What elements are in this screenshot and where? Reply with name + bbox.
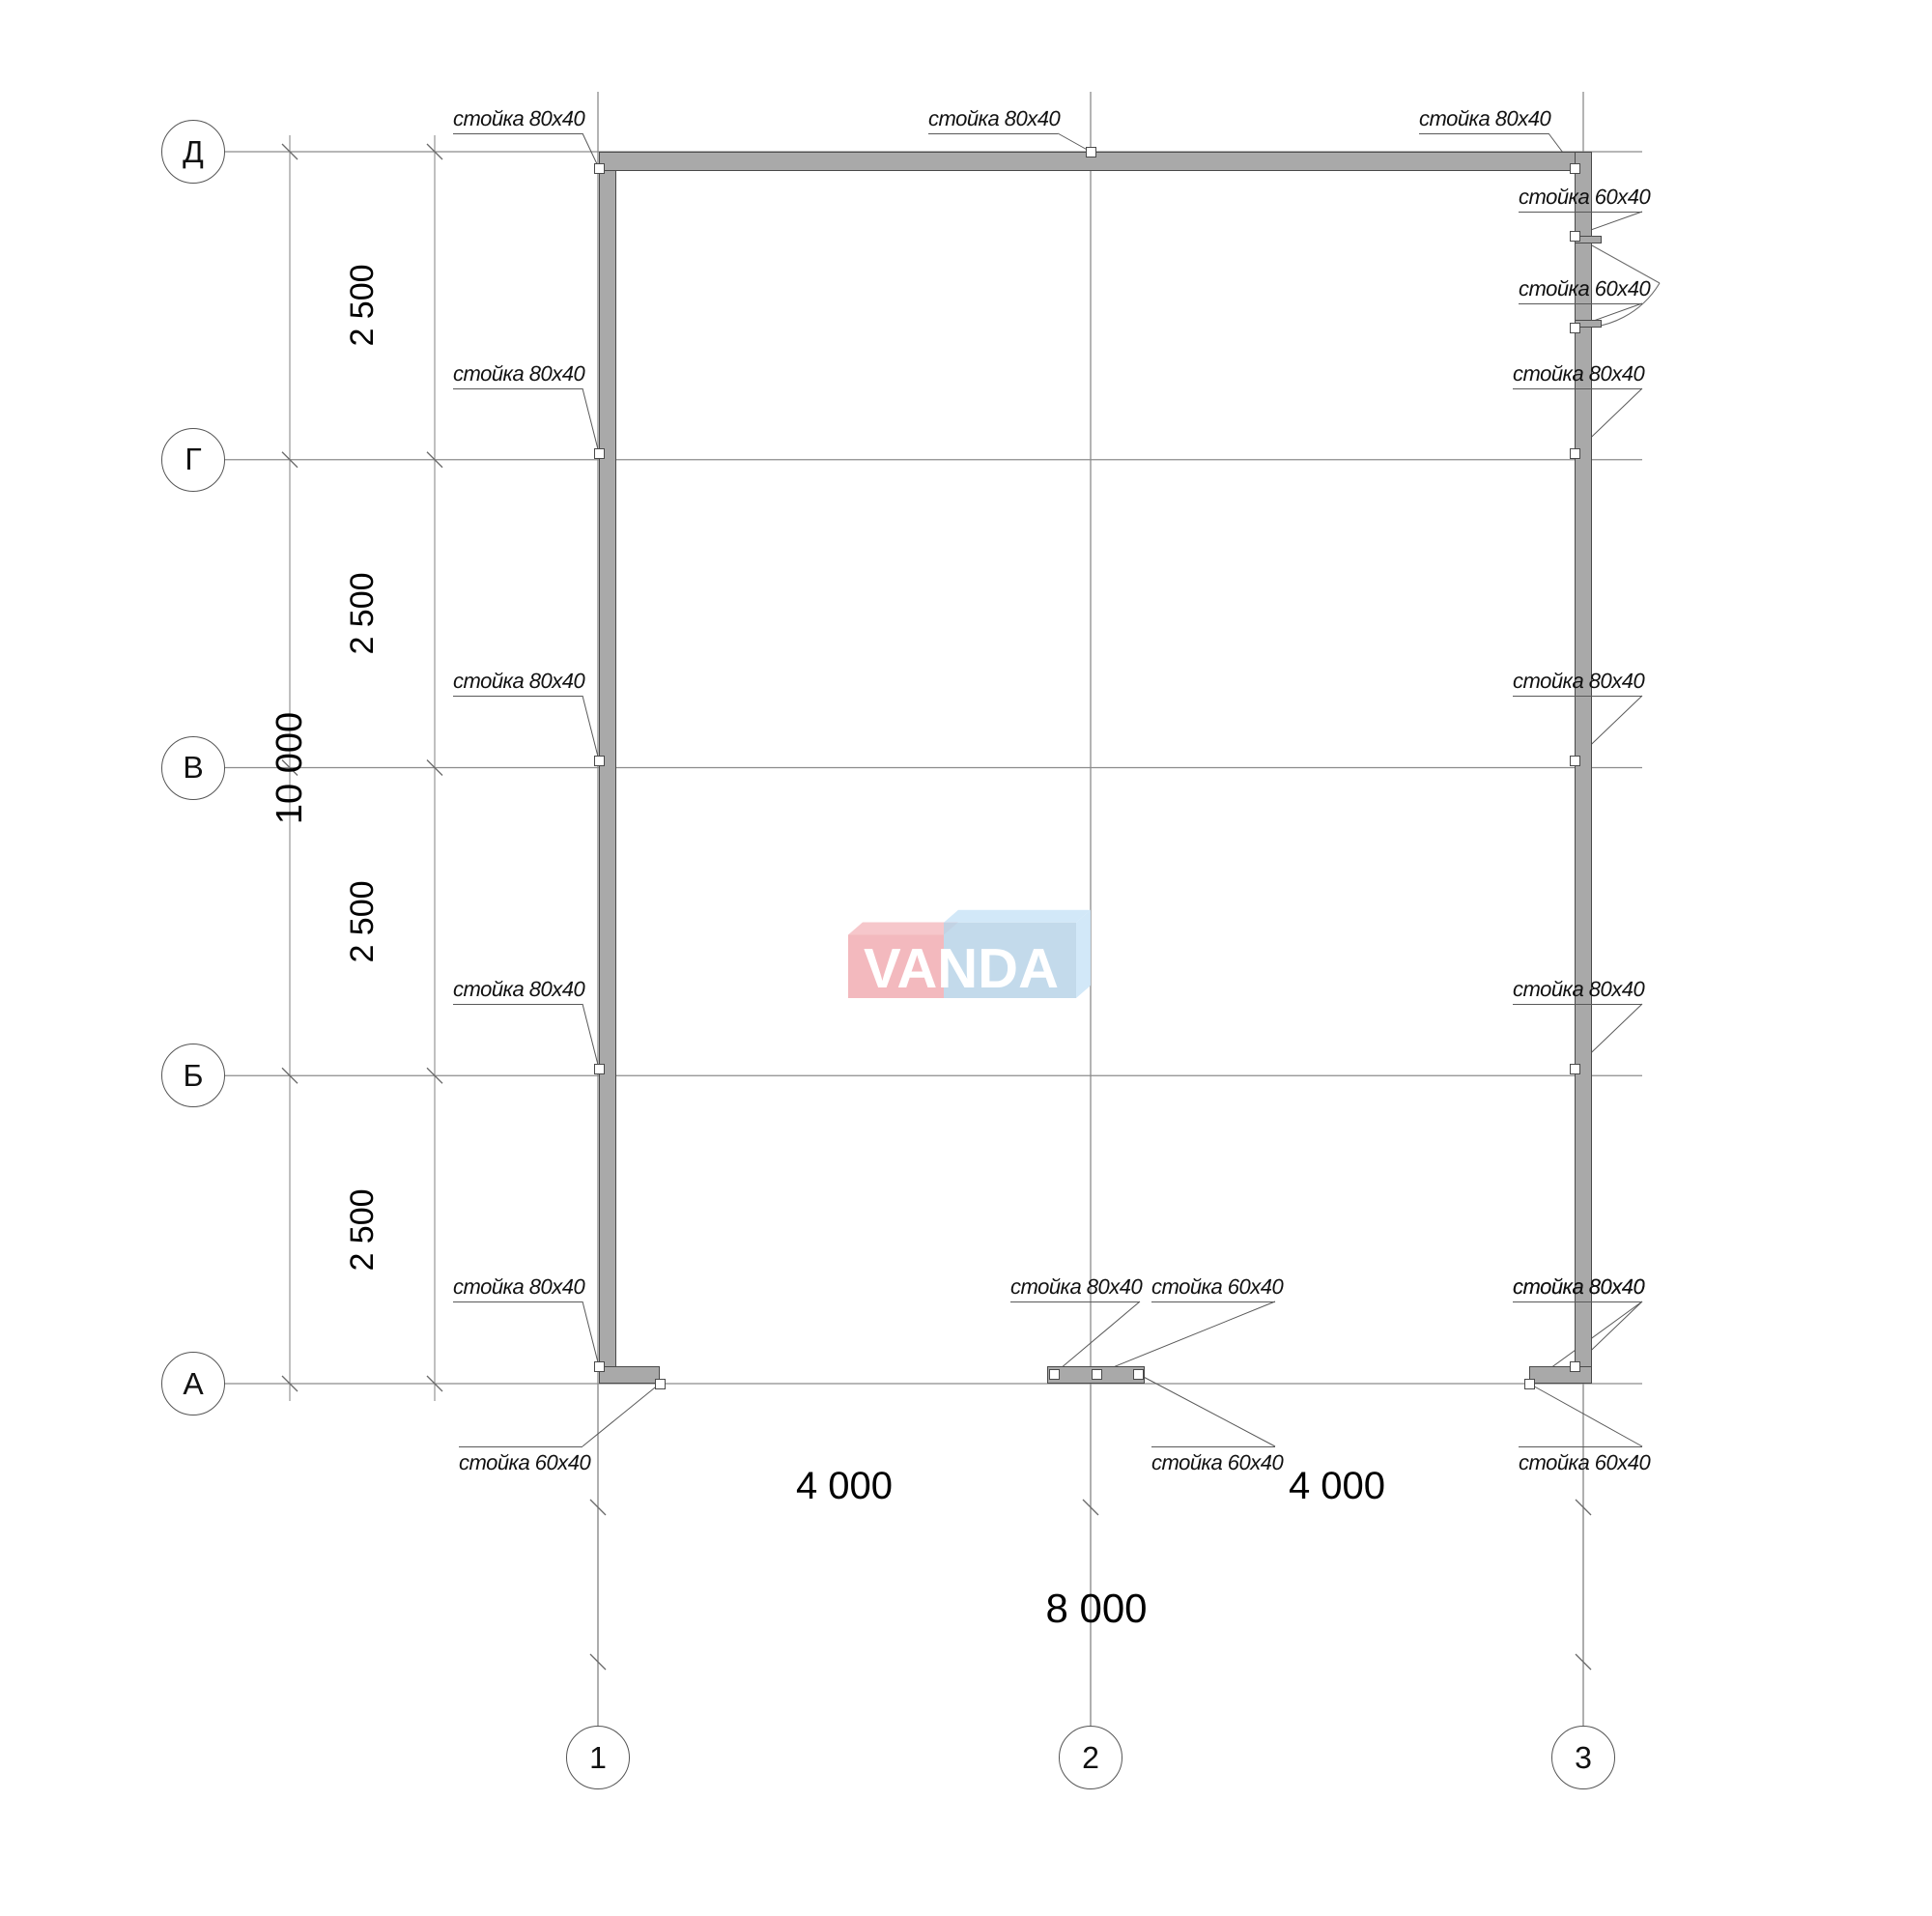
svg-text:VANDA: VANDA [864,937,1059,1000]
